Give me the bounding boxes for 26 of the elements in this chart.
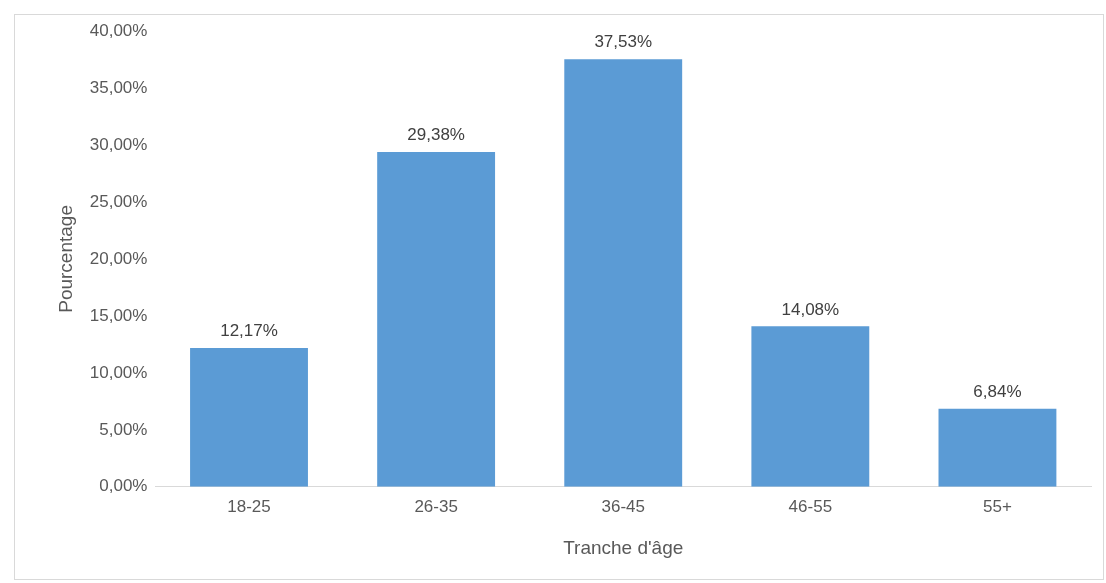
- x-tick-label: 36-45: [601, 496, 645, 516]
- x-tick-label: 55+: [983, 496, 1012, 516]
- y-tick-label: 25,00%: [89, 191, 148, 211]
- bar: [751, 326, 870, 487]
- bar: [377, 152, 496, 487]
- y-tick-label: 0,00%: [99, 476, 148, 496]
- bar: [938, 408, 1057, 487]
- y-tick-label: 40,00%: [89, 20, 148, 40]
- y-tick-label: 5,00%: [99, 419, 148, 439]
- data-label: 14,08%: [781, 299, 840, 319]
- x-tick-label: 18-25: [227, 496, 271, 516]
- data-label: 12,17%: [220, 321, 278, 341]
- data-label: 37,53%: [594, 32, 653, 52]
- x-tick-label: 46-55: [788, 496, 833, 516]
- y-tick-label: 20,00%: [89, 248, 148, 268]
- y-tick-label: 30,00%: [89, 134, 148, 154]
- data-label: 6,84%: [973, 382, 1022, 402]
- x-tick-label: 26-35: [414, 496, 458, 516]
- data-label: 29,38%: [407, 125, 465, 145]
- y-tick-label: 35,00%: [89, 77, 148, 97]
- x-axis-title: Tranche d'âge: [563, 536, 684, 558]
- bar: [564, 59, 683, 487]
- bar: [190, 348, 308, 487]
- y-tick-label: 10,00%: [89, 362, 148, 382]
- y-axis-title: Pourcentage: [54, 205, 76, 313]
- y-tick-label: 15,00%: [89, 305, 148, 325]
